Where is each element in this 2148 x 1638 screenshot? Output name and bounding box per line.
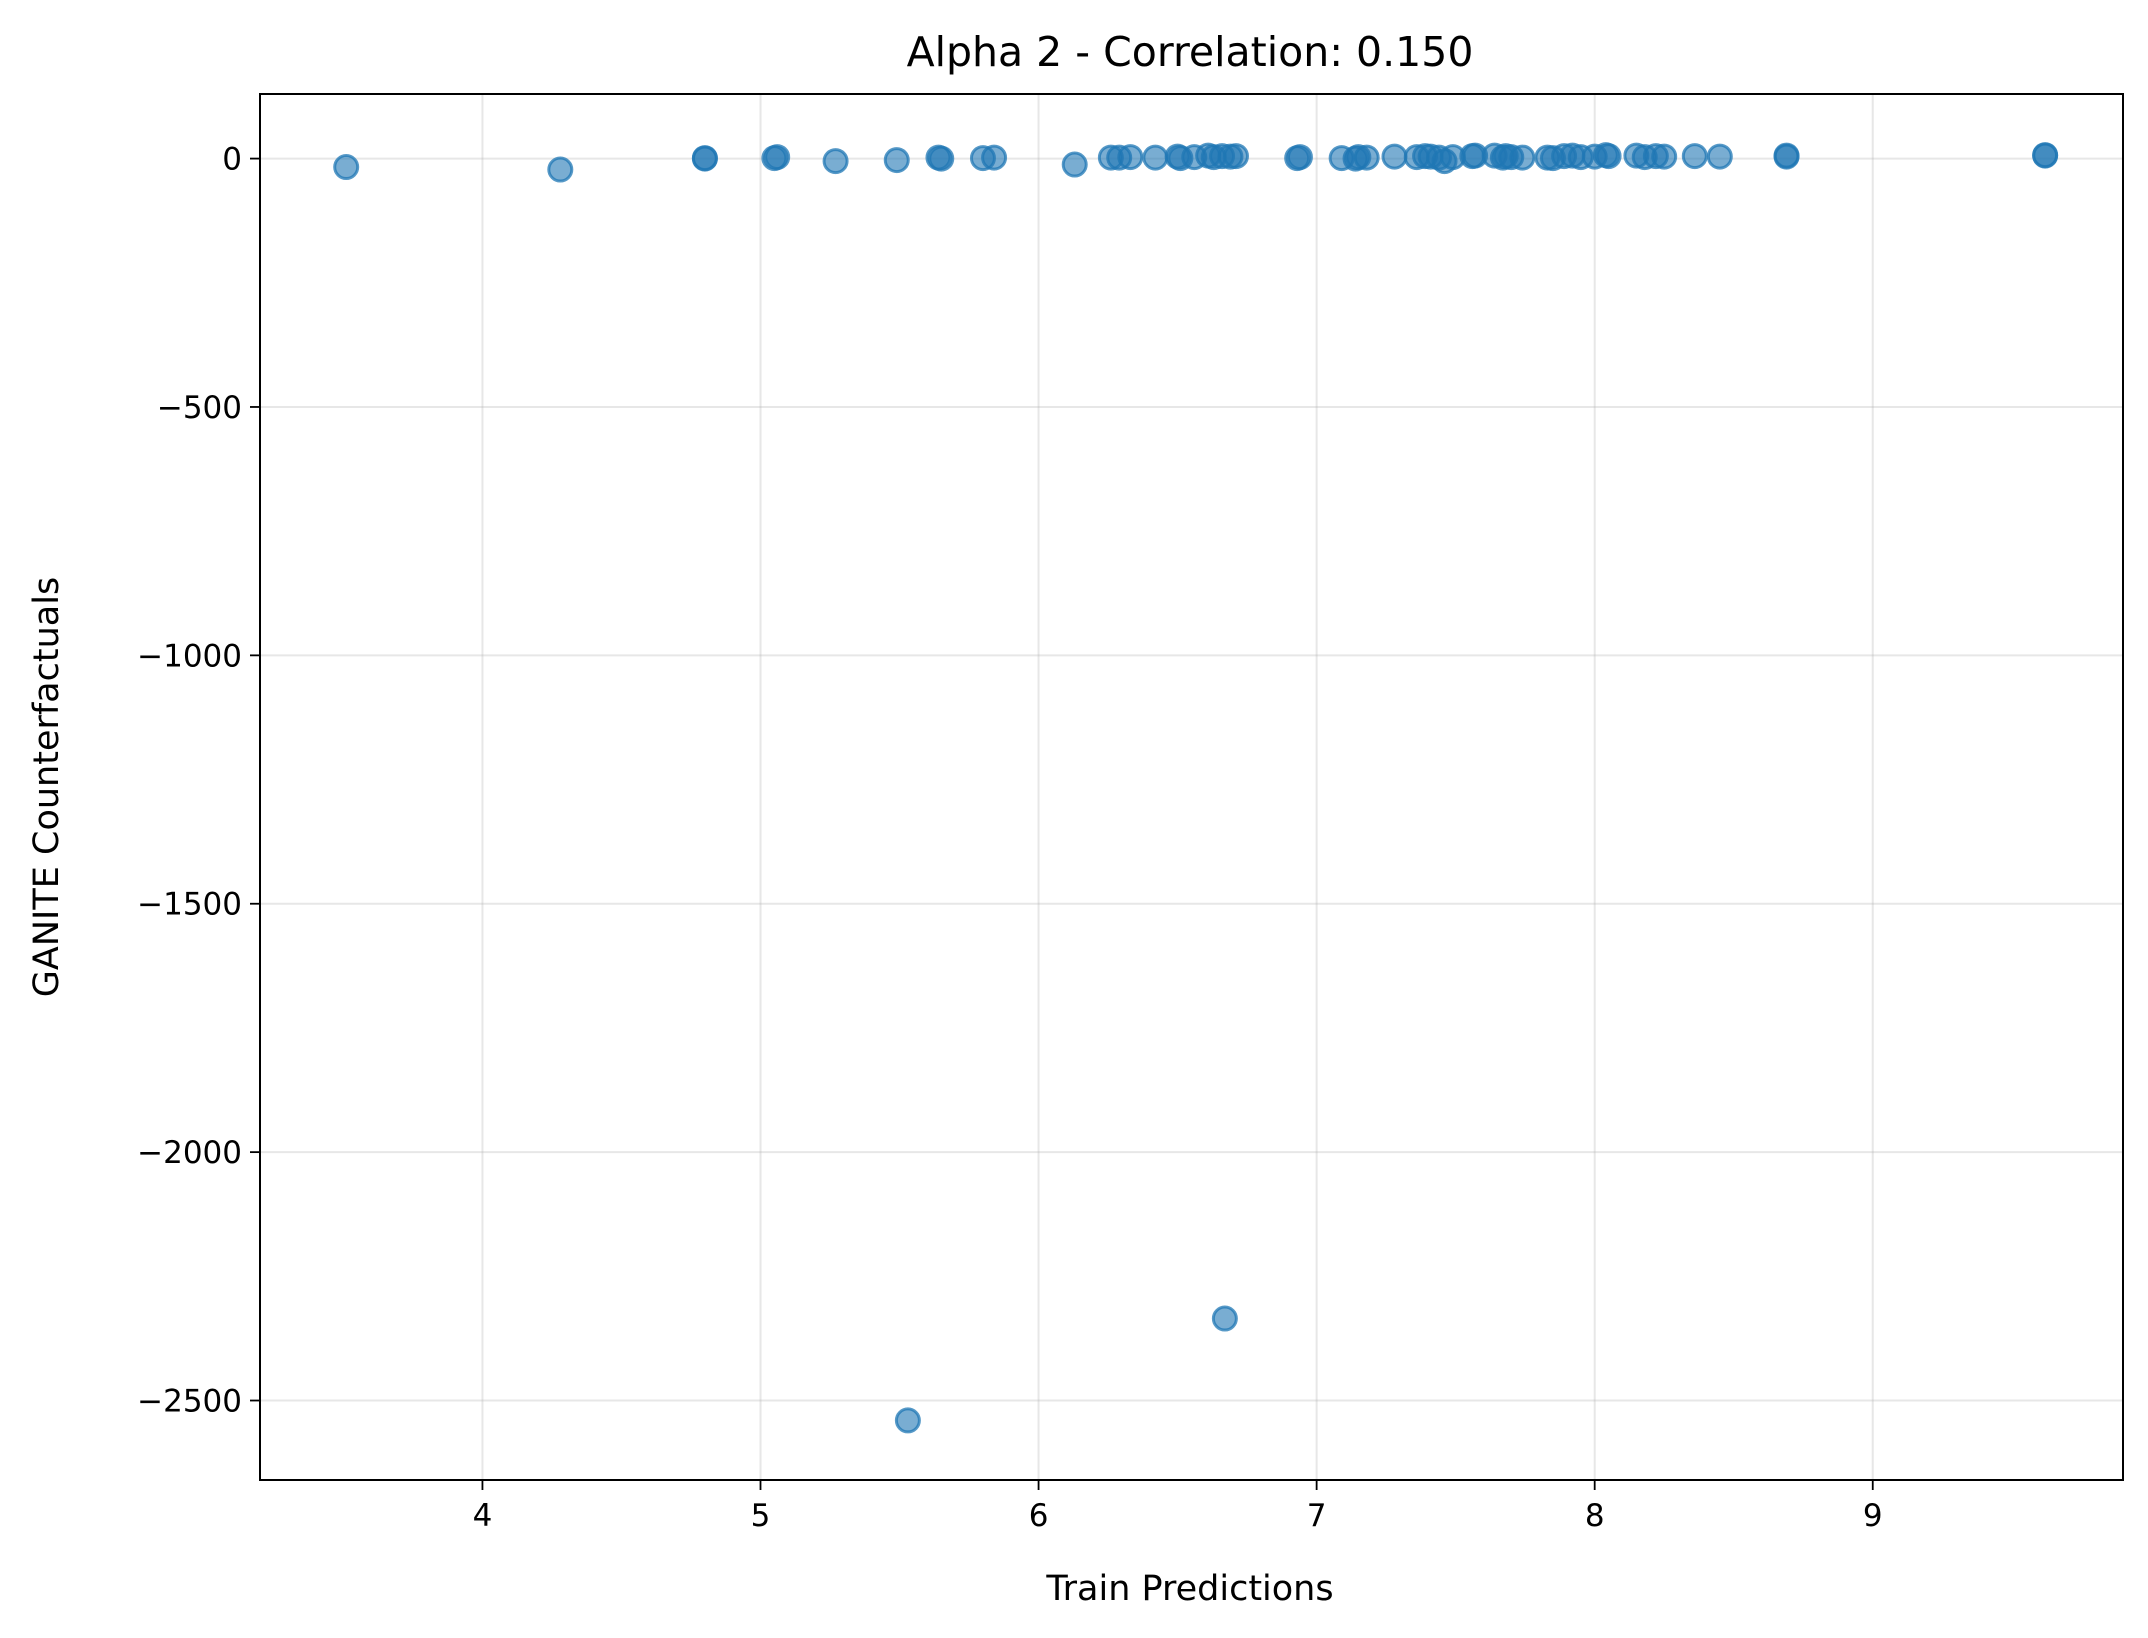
data-point <box>981 144 1008 171</box>
y-tick-label: −1500 <box>137 887 242 923</box>
y-tick-label: −2500 <box>137 1384 242 1420</box>
data-points <box>333 142 2059 1434</box>
data-point <box>1142 144 1169 171</box>
data-point <box>1509 144 1536 171</box>
x-axis-label: Train Predictions <box>1045 1569 1333 1609</box>
y-axis-label: GANITE Counterfactuals <box>27 577 67 997</box>
x-tick-label: 7 <box>1307 1498 1327 1534</box>
data-point <box>1773 142 1800 169</box>
x-tick-label: 8 <box>1585 1498 1605 1534</box>
x-tick-label: 4 <box>473 1498 493 1534</box>
x-tick-label: 9 <box>1863 1498 1883 1534</box>
data-point <box>761 145 788 172</box>
data-point <box>547 156 574 183</box>
data-point <box>1651 143 1678 170</box>
y-tick-label: −1000 <box>137 638 242 674</box>
chart-title: Alpha 2 - Correlation: 0.150 <box>907 28 1474 76</box>
data-point <box>1117 144 1144 171</box>
data-point <box>894 1407 921 1434</box>
data-point <box>1706 143 1733 170</box>
data-point <box>1286 144 1313 171</box>
data-point <box>1592 142 1619 169</box>
x-tick-label: 5 <box>751 1498 771 1534</box>
grid-lines <box>260 94 2123 1480</box>
data-point <box>1061 151 1088 178</box>
data-point <box>333 154 360 181</box>
axis-ticks: 4 5 6 7 8 9 0 −500 −1000 −1500 −2000 −2500 <box>137 142 1882 1534</box>
data-point <box>1211 1305 1238 1332</box>
data-point <box>2032 142 2059 169</box>
y-tick-label: 0 <box>222 142 242 178</box>
data-point <box>1381 143 1408 170</box>
data-point <box>1222 143 1249 170</box>
data-point <box>691 145 718 172</box>
plot-frame <box>259 93 2124 1481</box>
data-point <box>883 147 910 174</box>
data-point <box>822 148 849 175</box>
data-point <box>1353 144 1380 171</box>
y-tick-label: −500 <box>157 390 242 426</box>
x-tick-label: 6 <box>1029 1498 1049 1534</box>
data-point <box>928 145 955 172</box>
y-tick-label: −2000 <box>137 1135 242 1171</box>
data-point <box>1681 143 1708 170</box>
